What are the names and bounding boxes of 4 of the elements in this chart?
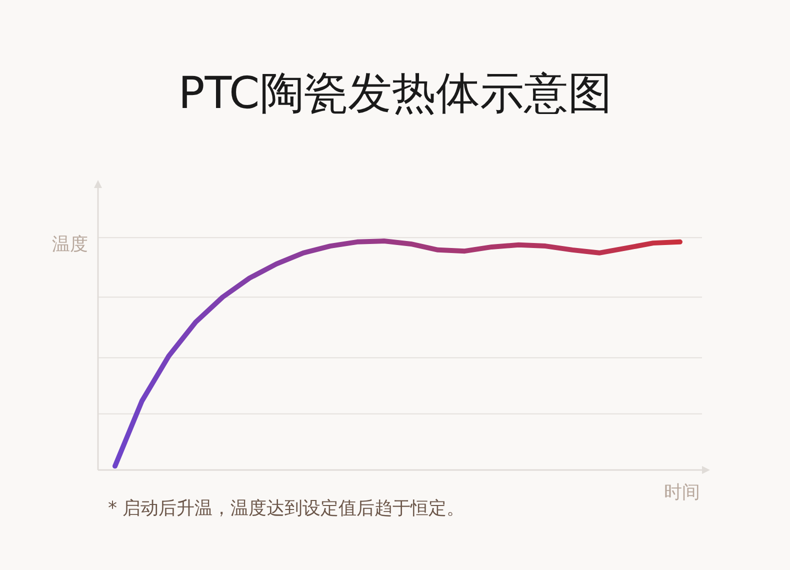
text: * 启动后升温，温度达到设定值后趋于恒定。 xyxy=(108,498,465,519)
x-axis-title: 时间 xyxy=(664,482,700,503)
y-axis-title: 温度 xyxy=(52,234,88,255)
chart-title: PTC陶瓷发热体示意图 xyxy=(178,68,612,119)
